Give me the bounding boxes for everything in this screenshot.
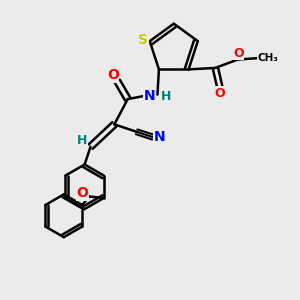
Text: CH₃: CH₃: [257, 53, 278, 63]
Text: O: O: [107, 68, 119, 82]
Text: N: N: [143, 89, 155, 103]
Text: O: O: [76, 186, 88, 200]
Text: S: S: [138, 33, 148, 47]
Text: H: H: [160, 90, 171, 103]
Text: O: O: [214, 87, 225, 100]
Text: H: H: [77, 134, 87, 147]
Text: N: N: [154, 130, 165, 144]
Text: O: O: [233, 46, 244, 59]
